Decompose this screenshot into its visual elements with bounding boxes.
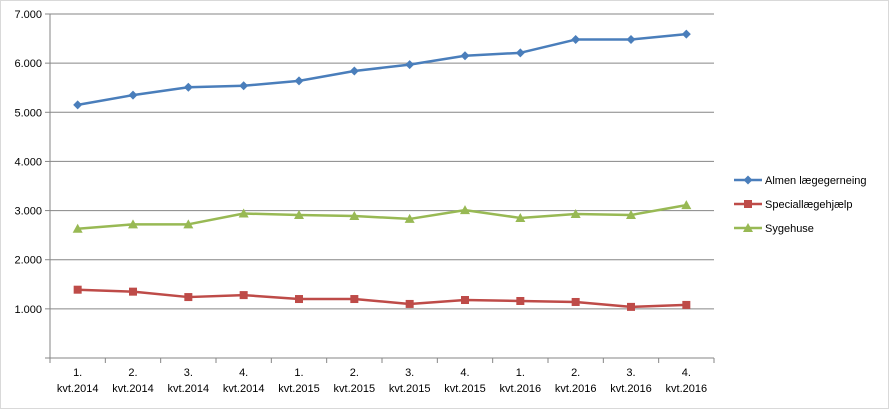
x-tick-label-line: kvt.2015 xyxy=(389,383,431,395)
x-tick-label-line: kvt.2014 xyxy=(112,383,154,395)
axes: 1.000 2.000 3.000 4.000 5.000 6.000 7.000 1. kvt… xyxy=(14,9,715,395)
x-tick-label: 4. kvt.2016 xyxy=(666,367,708,395)
data-point xyxy=(349,66,359,76)
x-tick-label-line: 1. xyxy=(73,367,82,379)
data-point xyxy=(184,293,193,302)
x-tick-label: 1. kvt.2014 xyxy=(57,367,99,395)
x-tick-label-line: kvt.2016 xyxy=(500,383,542,395)
series-2 xyxy=(73,285,691,311)
x-tick-label-line: 1. xyxy=(294,367,303,379)
x-tick-label: 4. kvt.2015 xyxy=(444,367,486,395)
data-point xyxy=(571,297,580,306)
x-tick-label: 1. kvt.2016 xyxy=(500,367,542,395)
data-point xyxy=(682,300,691,309)
data-point xyxy=(295,295,303,304)
x-tick-label-line: kvt.2014 xyxy=(168,383,210,395)
data-point xyxy=(183,219,194,229)
legend-marker xyxy=(743,223,753,232)
data-point xyxy=(681,29,691,39)
legend-marker xyxy=(744,200,752,208)
data-point xyxy=(129,287,137,296)
data-point xyxy=(626,209,636,219)
legend-item: Almen lægegerneing xyxy=(734,175,867,187)
x-tick-label-line: 2. xyxy=(128,367,137,379)
y-tick-label: 6.000 xyxy=(14,58,42,70)
data-point xyxy=(626,35,636,45)
data-point xyxy=(404,213,415,223)
x-tick-label-line: 3. xyxy=(405,367,414,379)
data-point xyxy=(73,285,82,294)
x-tick-label-line: kvt.2015 xyxy=(444,383,486,395)
data-point xyxy=(183,82,193,92)
series-layer xyxy=(72,29,692,311)
x-tick-label-line: kvt.2016 xyxy=(610,383,652,395)
legend: Almen lægegerneing Speciallægehjælp Sygehu… xyxy=(734,175,867,235)
legend-marker xyxy=(743,175,753,185)
data-point xyxy=(515,48,525,58)
data-point xyxy=(238,208,249,218)
x-tick-label-line: kvt.2016 xyxy=(555,383,597,395)
y-tick-label: 1.000 xyxy=(14,304,42,316)
data-point xyxy=(72,223,83,233)
legend-label: Speciallægehjælp xyxy=(765,199,852,211)
x-tick-label-line: 2. xyxy=(350,367,359,379)
legend-label: Sygehuse xyxy=(765,223,814,235)
data-point xyxy=(73,100,83,110)
data-point xyxy=(294,209,304,219)
series-3 xyxy=(72,200,692,233)
data-point xyxy=(461,296,469,305)
data-point xyxy=(405,299,414,308)
data-point xyxy=(405,60,415,70)
legend-item: Sygehuse xyxy=(734,223,814,235)
gridlines xyxy=(50,13,714,310)
x-tick-label-line: 4. xyxy=(239,367,248,379)
x-tick-label-line: kvt.2014 xyxy=(223,383,265,395)
y-tick-label: 3.000 xyxy=(14,206,42,218)
x-tick-label-line: kvt.2015 xyxy=(278,383,320,395)
series-line xyxy=(77,203,687,231)
y-tick-label: 7.000 xyxy=(14,9,42,21)
x-tick-label-line: 1. xyxy=(516,367,525,379)
x-tick-label-line: 4. xyxy=(682,367,691,379)
legend-item: Speciallægehjælp xyxy=(734,199,852,211)
x-tick-label-line: 4. xyxy=(460,367,469,379)
legend-label: Almen lægegerneing xyxy=(765,175,867,187)
data-point xyxy=(570,209,581,219)
x-tick-label: 3. kvt.2015 xyxy=(389,367,431,395)
y-tick-label: 4.000 xyxy=(14,156,42,168)
data-point xyxy=(128,219,138,229)
data-point xyxy=(128,90,138,100)
data-point xyxy=(516,296,525,305)
data-point xyxy=(515,212,526,222)
x-tick-label-line: kvt.2016 xyxy=(666,383,708,395)
data-point xyxy=(627,302,635,311)
series-line xyxy=(77,32,687,107)
y-tick-label: 2.000 xyxy=(14,255,42,267)
data-point xyxy=(239,81,249,91)
x-tick-label: 2. kvt.2014 xyxy=(112,367,154,395)
x-tick-label-line: kvt.2014 xyxy=(57,383,99,395)
x-tick-label-line: 2. xyxy=(571,367,580,379)
x-tick-label: 4. kvt.2014 xyxy=(223,367,265,395)
data-point xyxy=(681,200,692,210)
data-point xyxy=(239,291,248,300)
x-tick-label: 2. kvt.2016 xyxy=(555,367,597,395)
data-point xyxy=(460,205,470,215)
series-1 xyxy=(73,29,691,110)
x-tick-label-line: 3. xyxy=(626,367,635,379)
x-tick-label-line: 3. xyxy=(184,367,193,379)
data-point xyxy=(571,35,581,45)
data-point xyxy=(350,295,359,304)
data-point xyxy=(349,210,360,220)
data-point xyxy=(460,51,470,61)
series-line xyxy=(77,288,687,309)
x-tick-label: 3. kvt.2016 xyxy=(610,367,652,395)
x-tick-label: 1. kvt.2015 xyxy=(278,367,320,395)
x-tick-label-line: kvt.2015 xyxy=(334,383,376,395)
x-tick-label: 3. kvt.2014 xyxy=(168,367,210,395)
data-point xyxy=(294,76,304,86)
y-tick-label: 5.000 xyxy=(14,107,42,119)
x-tick-label: 2. kvt.2015 xyxy=(334,367,376,395)
